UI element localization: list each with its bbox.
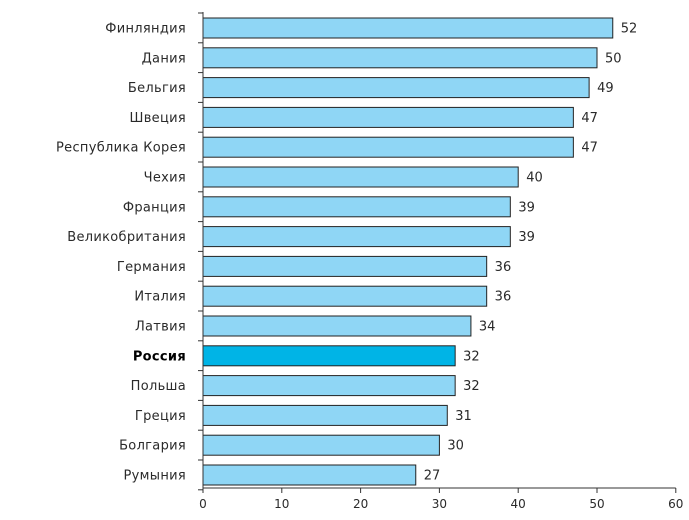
bar — [202, 136, 574, 158]
value-label: 36 — [495, 290, 512, 305]
bar — [202, 47, 598, 69]
category-label: Россия — [133, 349, 186, 364]
bar — [202, 196, 511, 218]
value-label: 40 — [526, 171, 543, 186]
axes-group — [198, 12, 677, 493]
bar — [202, 285, 488, 307]
value-label: 47 — [581, 111, 598, 126]
bar — [202, 17, 614, 39]
value-label: 39 — [518, 230, 535, 245]
category-label: Франция — [123, 200, 186, 215]
bar — [202, 166, 519, 188]
bar — [202, 315, 472, 337]
value-label: 32 — [463, 379, 480, 394]
value-label: 30 — [447, 439, 464, 454]
x-tick-label: 10 — [274, 497, 289, 511]
value-label: 31 — [455, 409, 472, 424]
value-label: 49 — [597, 81, 614, 96]
category-label: Великобритания — [67, 230, 186, 245]
value-label: 27 — [424, 469, 441, 484]
value-label: 39 — [518, 200, 535, 215]
x-tick-label: 30 — [432, 497, 447, 511]
bar — [202, 464, 417, 486]
value-label: 32 — [463, 349, 480, 364]
bars-group — [202, 17, 614, 486]
category-label: Швеция — [130, 111, 186, 126]
bar — [202, 77, 590, 99]
category-label: Дания — [142, 51, 186, 66]
value-label: 34 — [479, 320, 496, 335]
x-tick-label: 20 — [353, 497, 368, 511]
bar — [202, 345, 456, 367]
category-label: Греция — [135, 409, 186, 424]
category-label: Германия — [117, 260, 186, 275]
category-label: Болгария — [119, 439, 186, 454]
bar — [202, 434, 440, 456]
value-label: 50 — [605, 51, 622, 66]
category-label: Чехия — [144, 171, 186, 186]
category-label: Финляндия — [105, 22, 186, 37]
category-label: Республика Корея — [56, 141, 186, 156]
labels-group: Финляндия 52 Дания 50 Бельгия 49 Швеция 47 Респу… — [56, 22, 683, 512]
category-label: Румыния — [124, 469, 186, 484]
category-label: Латвия — [135, 320, 186, 335]
bar — [202, 106, 574, 128]
x-tick-label: 50 — [589, 497, 604, 511]
x-tick-label: 0 — [199, 497, 207, 511]
x-tick-label: 40 — [511, 497, 526, 511]
value-label: 47 — [581, 141, 598, 156]
category-label: Польша — [131, 379, 186, 394]
value-label: 36 — [495, 260, 512, 275]
category-label: Италия — [134, 290, 186, 305]
category-label: Бельгия — [128, 81, 186, 96]
bar — [202, 226, 511, 248]
bar — [202, 404, 448, 426]
bar — [202, 255, 488, 277]
value-label: 52 — [621, 22, 638, 37]
bar — [202, 375, 456, 397]
x-tick-label: 60 — [668, 497, 683, 511]
